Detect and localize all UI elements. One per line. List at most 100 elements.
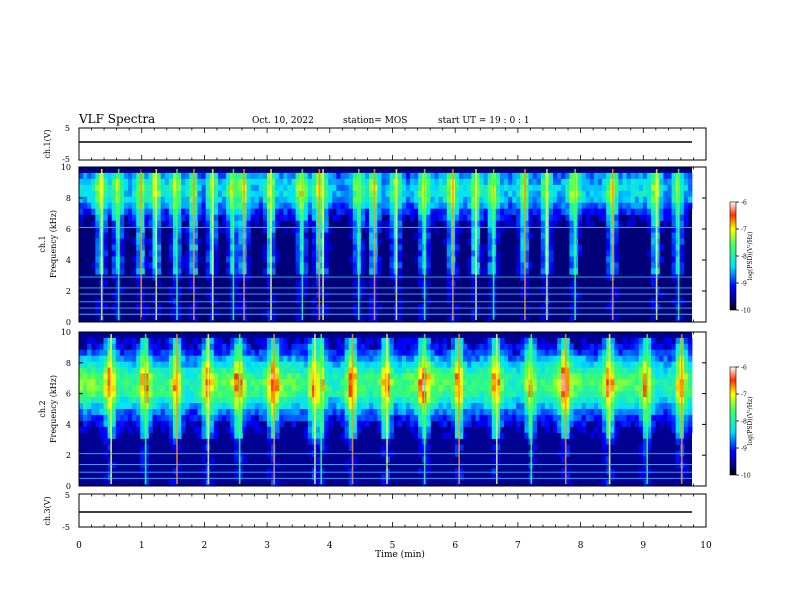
spectrogram-cell <box>548 409 554 416</box>
spectrogram-cell <box>324 304 329 311</box>
spectrogram-cell <box>140 373 145 380</box>
spectrogram-cell <box>238 403 243 410</box>
spectrogram-cell <box>454 178 460 186</box>
spectrogram-cell <box>495 409 501 416</box>
spectrogram-cell <box>275 220 280 228</box>
spectrogram-cell <box>516 385 521 392</box>
spectrogram-cell <box>671 403 677 410</box>
spectrogram-cell <box>172 337 178 345</box>
spectrogram-cell <box>246 226 252 233</box>
spectrogram-cell <box>622 184 628 192</box>
spectrogram-cell <box>177 244 182 251</box>
spectrogram-cell <box>336 184 341 192</box>
spectrogram-cell <box>475 414 480 422</box>
spectrogram-cell <box>499 420 505 428</box>
spectrogram-cell <box>168 256 174 263</box>
spectrogram-cell <box>479 268 484 275</box>
spectrogram-cell <box>495 379 501 386</box>
spectrogram-cell <box>532 367 538 374</box>
spectrogram-cell <box>528 202 534 210</box>
spectrogram-cell <box>373 391 378 398</box>
spectrogram-cell <box>430 379 435 386</box>
spectrogram-cell <box>459 196 464 204</box>
spectrogram-cell <box>209 409 215 416</box>
spectrogram-cell <box>508 355 513 363</box>
spectrogram-cell <box>450 391 456 398</box>
spectrogram-cell <box>115 379 121 386</box>
spectrogram-cell <box>463 361 468 368</box>
spectrogram-cell <box>397 310 403 317</box>
spectrogram-cell <box>328 208 333 216</box>
spectrogram-cell <box>471 286 476 293</box>
spectrogram-cell <box>667 208 672 216</box>
spectrogram-cell <box>168 349 174 357</box>
figure-title: VLF Spectra <box>78 112 155 126</box>
spectrogram-cell <box>271 196 276 204</box>
spectrogram-cell <box>401 391 407 398</box>
spectrogram-cell <box>99 349 104 357</box>
burst-spike <box>211 169 214 320</box>
spectrogram-cell <box>189 361 194 368</box>
spectrogram-cell <box>156 178 162 186</box>
spectrogram-cell <box>160 391 166 398</box>
spectrogram-cell <box>463 343 468 351</box>
spectrogram-cell <box>540 397 546 404</box>
spectrogram-cell <box>589 349 595 357</box>
spectrogram-cell <box>471 349 476 357</box>
spectrogram-cell <box>95 361 100 368</box>
spectrogram-cell <box>446 220 452 228</box>
spectrogram-cell <box>642 385 648 392</box>
spectrogram-cell <box>659 292 664 299</box>
spectrogram-cell <box>397 190 403 198</box>
spectrogram-cell <box>258 385 264 392</box>
spectrogram-cell <box>230 337 235 345</box>
spectrogram-cell <box>418 414 423 422</box>
spectrogram-cell <box>152 397 158 404</box>
spectrogram-cell <box>565 184 570 192</box>
spectrogram-cell <box>111 403 117 410</box>
spectrogram-cell <box>271 226 276 233</box>
spectrogram-cell <box>242 403 247 410</box>
spectrogram-cell <box>295 403 301 410</box>
spectrogram-cell <box>136 244 141 251</box>
spectrogram-cell <box>540 379 546 386</box>
spectrogram-cell <box>193 316 198 323</box>
spectrogram-cell <box>111 409 117 416</box>
spectrogram-cell <box>185 373 190 380</box>
spectrogram-cell <box>177 250 182 257</box>
spectrogram-cell <box>185 349 190 357</box>
spectrogram-cell <box>234 414 239 422</box>
spectrogram-cell <box>140 178 145 186</box>
spectrogram-cell <box>119 361 125 368</box>
spectrogram-cell <box>348 426 354 434</box>
spectrogram-cell <box>132 379 137 386</box>
spectrogram-cell <box>148 226 153 233</box>
spectrogram-cell <box>553 420 558 428</box>
spectrogram-cell <box>316 403 321 410</box>
spectrogram-cell <box>418 280 423 287</box>
spectrogram-cell <box>495 385 501 392</box>
spectrogram-cell <box>524 286 529 293</box>
spectrogram-cell <box>483 420 489 428</box>
spectrogram-cell <box>172 426 178 434</box>
spectrogram-cell <box>438 420 444 428</box>
spectrogram-cell <box>520 343 525 351</box>
spectrogram-cell <box>393 349 399 357</box>
spectrogram-cell <box>569 403 574 410</box>
spectrogram-cell <box>275 349 280 357</box>
spectrogram-cell <box>397 316 403 323</box>
spectrogram-cell <box>401 208 407 216</box>
spectrogram-cell <box>242 355 247 363</box>
spectrogram-cell <box>99 397 104 404</box>
spectrogram-cell <box>450 361 456 368</box>
spectrogram-cell <box>132 355 137 363</box>
spectrogram-cell <box>569 208 574 216</box>
spectrogram-cell <box>172 432 178 440</box>
spectrogram-cell <box>634 409 640 416</box>
spectrogram-cell <box>405 355 411 363</box>
spectrogram-cell <box>622 196 628 204</box>
spectrogram-cell <box>577 220 583 228</box>
spectrogram-cell <box>655 367 660 374</box>
spectrogram-cell <box>418 184 423 192</box>
spectrogram-cell <box>638 379 644 386</box>
